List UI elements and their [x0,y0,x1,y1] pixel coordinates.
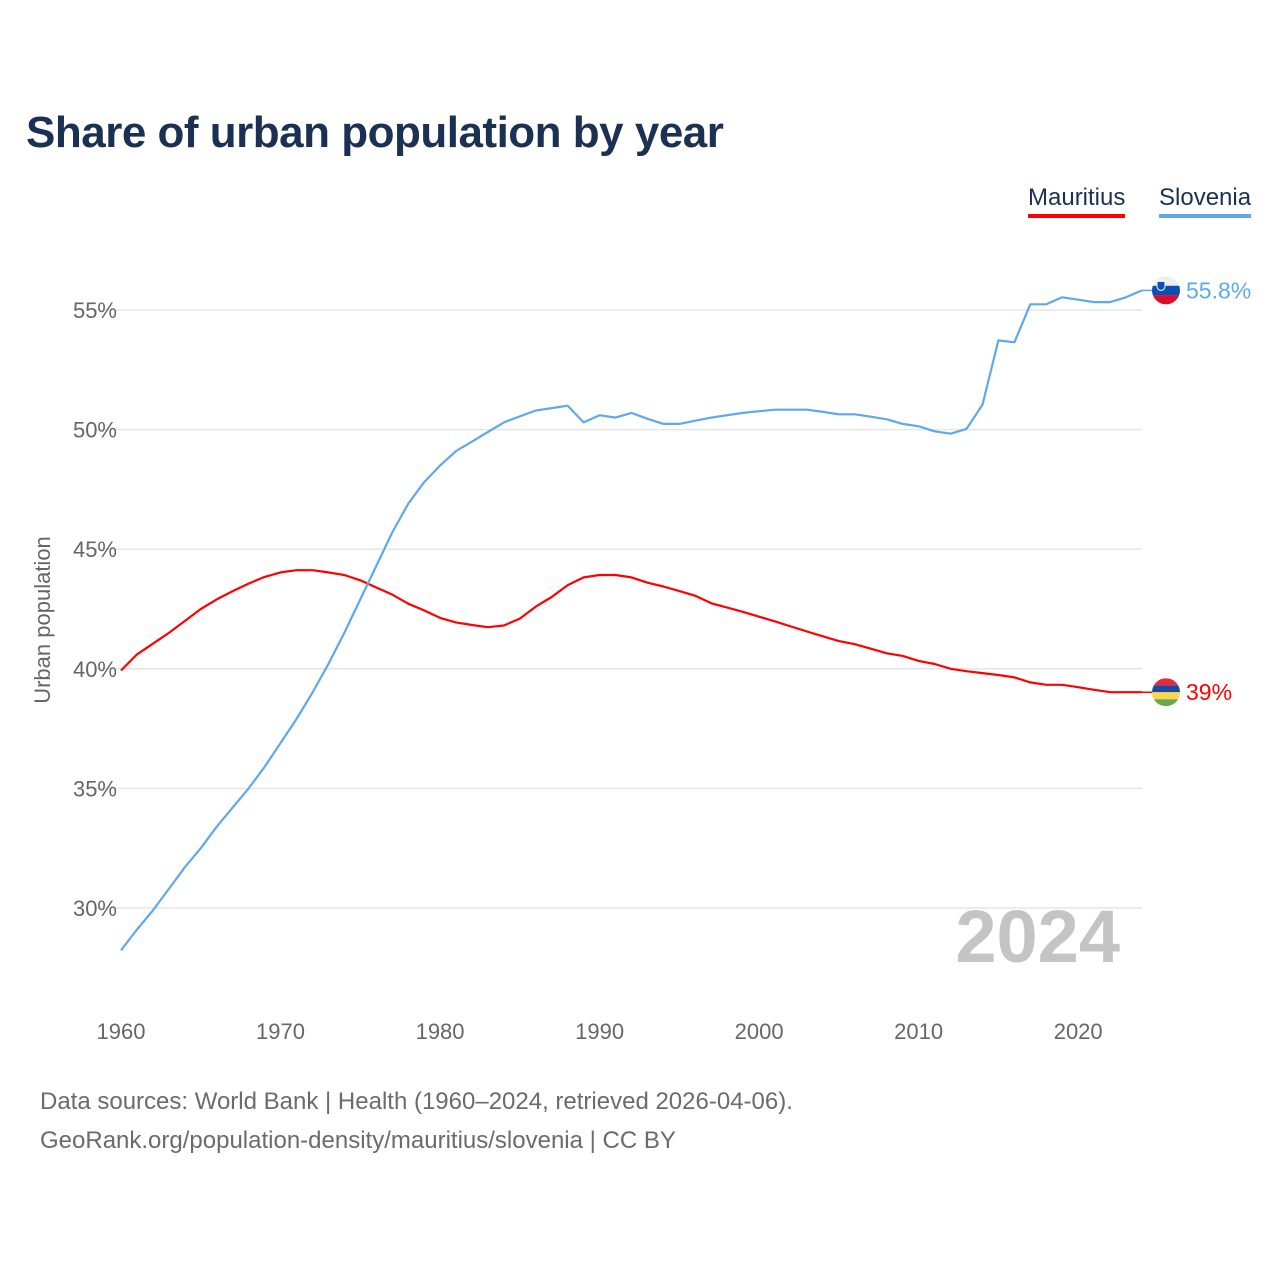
end-value-label-slovenia: 55.8% [1186,277,1251,303]
x-tick-label: 1960 [97,1019,146,1044]
footer-link[interactable]: GeoRank.org/population-density/mauritius… [40,1127,676,1154]
x-tick-label: 2010 [894,1019,943,1044]
x-tick-label: 1980 [416,1019,465,1044]
legend-slovenia[interactable]: Slovenia [1159,184,1252,218]
y-tick-label: 30% [73,896,117,921]
y-tick-label: 35% [73,776,117,801]
mauritius-flag-icon [1152,678,1180,707]
x-tick-label: 1970 [256,1019,305,1044]
series-line-mauritius [120,569,1142,694]
chart-title: Share of urban population by year [26,108,724,157]
legend-mauritius[interactable]: Mauritius [1028,184,1126,218]
year-watermark: 2024 [955,895,1120,978]
x-tick-label: 1990 [575,1019,624,1044]
y-tick-label: 50% [73,418,117,443]
slovenia-flag-icon [1152,276,1180,305]
footer-sources: Data sources: World Bank | Health (1960–… [40,1088,793,1115]
x-tick-label: 2000 [735,1019,784,1044]
y-tick-label: 45% [73,537,117,562]
y-axis-label: Urban population [30,536,55,704]
series-line-slovenia [120,289,1143,951]
y-tick-label: 55% [73,298,117,323]
end-value-label-mauritius: 39% [1186,679,1232,705]
y-tick-label: 40% [73,657,117,682]
x-tick-label: 2020 [1054,1019,1103,1044]
